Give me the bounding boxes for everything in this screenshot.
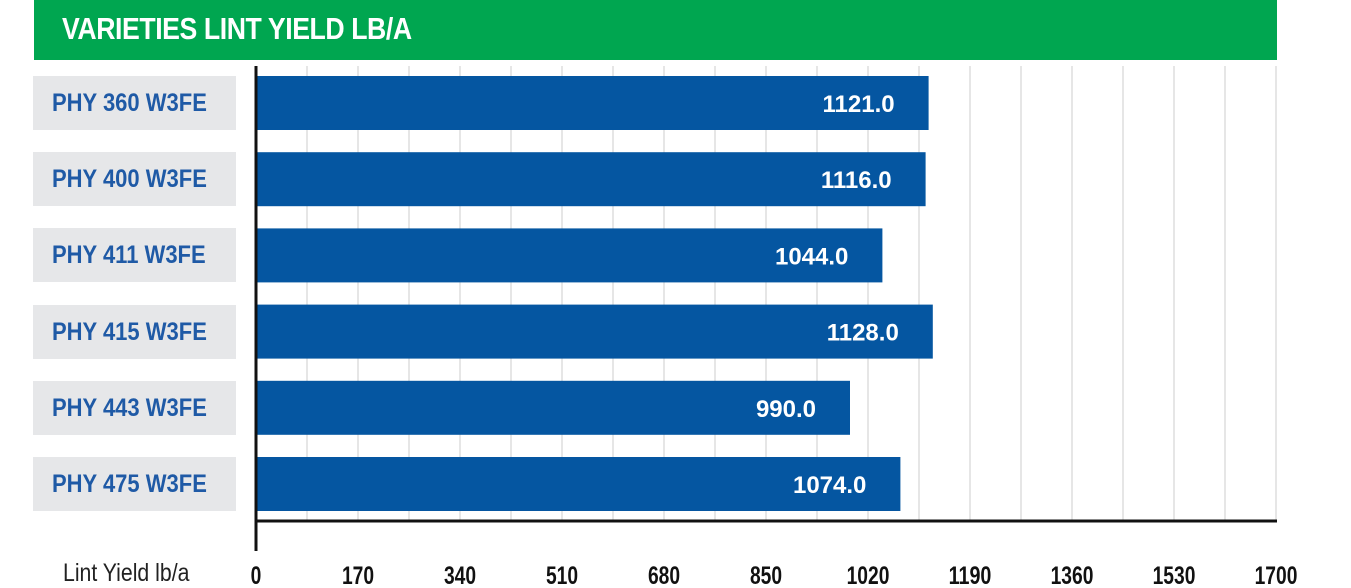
- x-tick-label: 510: [546, 562, 578, 584]
- bar-value-label: 1116.0: [821, 167, 892, 194]
- x-tick-label: 1020: [847, 562, 890, 584]
- x-tick-label: 680: [648, 562, 680, 584]
- x-tick-label: 340: [444, 562, 476, 584]
- x-tick-label: 0: [251, 562, 262, 584]
- x-tick-label: 850: [750, 562, 782, 584]
- bar-value-label: 1074.0: [793, 472, 866, 499]
- bar-value-label: 1128.0: [827, 320, 899, 347]
- category-label: PHY 400 W3FE: [33, 152, 236, 207]
- bar: [256, 457, 901, 511]
- bar-value-label: 1044.0: [775, 243, 848, 270]
- x-tick-label: 1700: [1255, 562, 1298, 584]
- bar: [256, 380, 850, 435]
- bar-value-label: 1121.0: [823, 91, 895, 118]
- chart-title-bar: VARIETIES LINT YIELD LB/A: [34, 0, 1277, 60]
- bar: [256, 76, 929, 130]
- category-label: PHY 360 W3FE: [33, 76, 236, 130]
- bar: [256, 304, 933, 359]
- bar: [256, 152, 926, 207]
- x-tick-label: 1530: [1153, 562, 1196, 584]
- bar: [256, 228, 883, 283]
- x-tick-label: 1360: [1051, 562, 1094, 584]
- category-label: PHY 411 W3FE: [33, 228, 236, 283]
- category-label: PHY 475 W3FE: [33, 457, 236, 511]
- category-label: PHY 443 W3FE: [33, 380, 236, 435]
- x-tick-label: 170: [342, 562, 374, 584]
- category-label: PHY 415 W3FE: [33, 304, 236, 359]
- chart-title: VARIETIES LINT YIELD LB/A: [62, 11, 412, 46]
- x-axis-title: Lint Yield lb/a: [63, 559, 190, 587]
- x-tick-label: 1190: [949, 562, 992, 584]
- bar-value-label: 990.0: [756, 396, 816, 423]
